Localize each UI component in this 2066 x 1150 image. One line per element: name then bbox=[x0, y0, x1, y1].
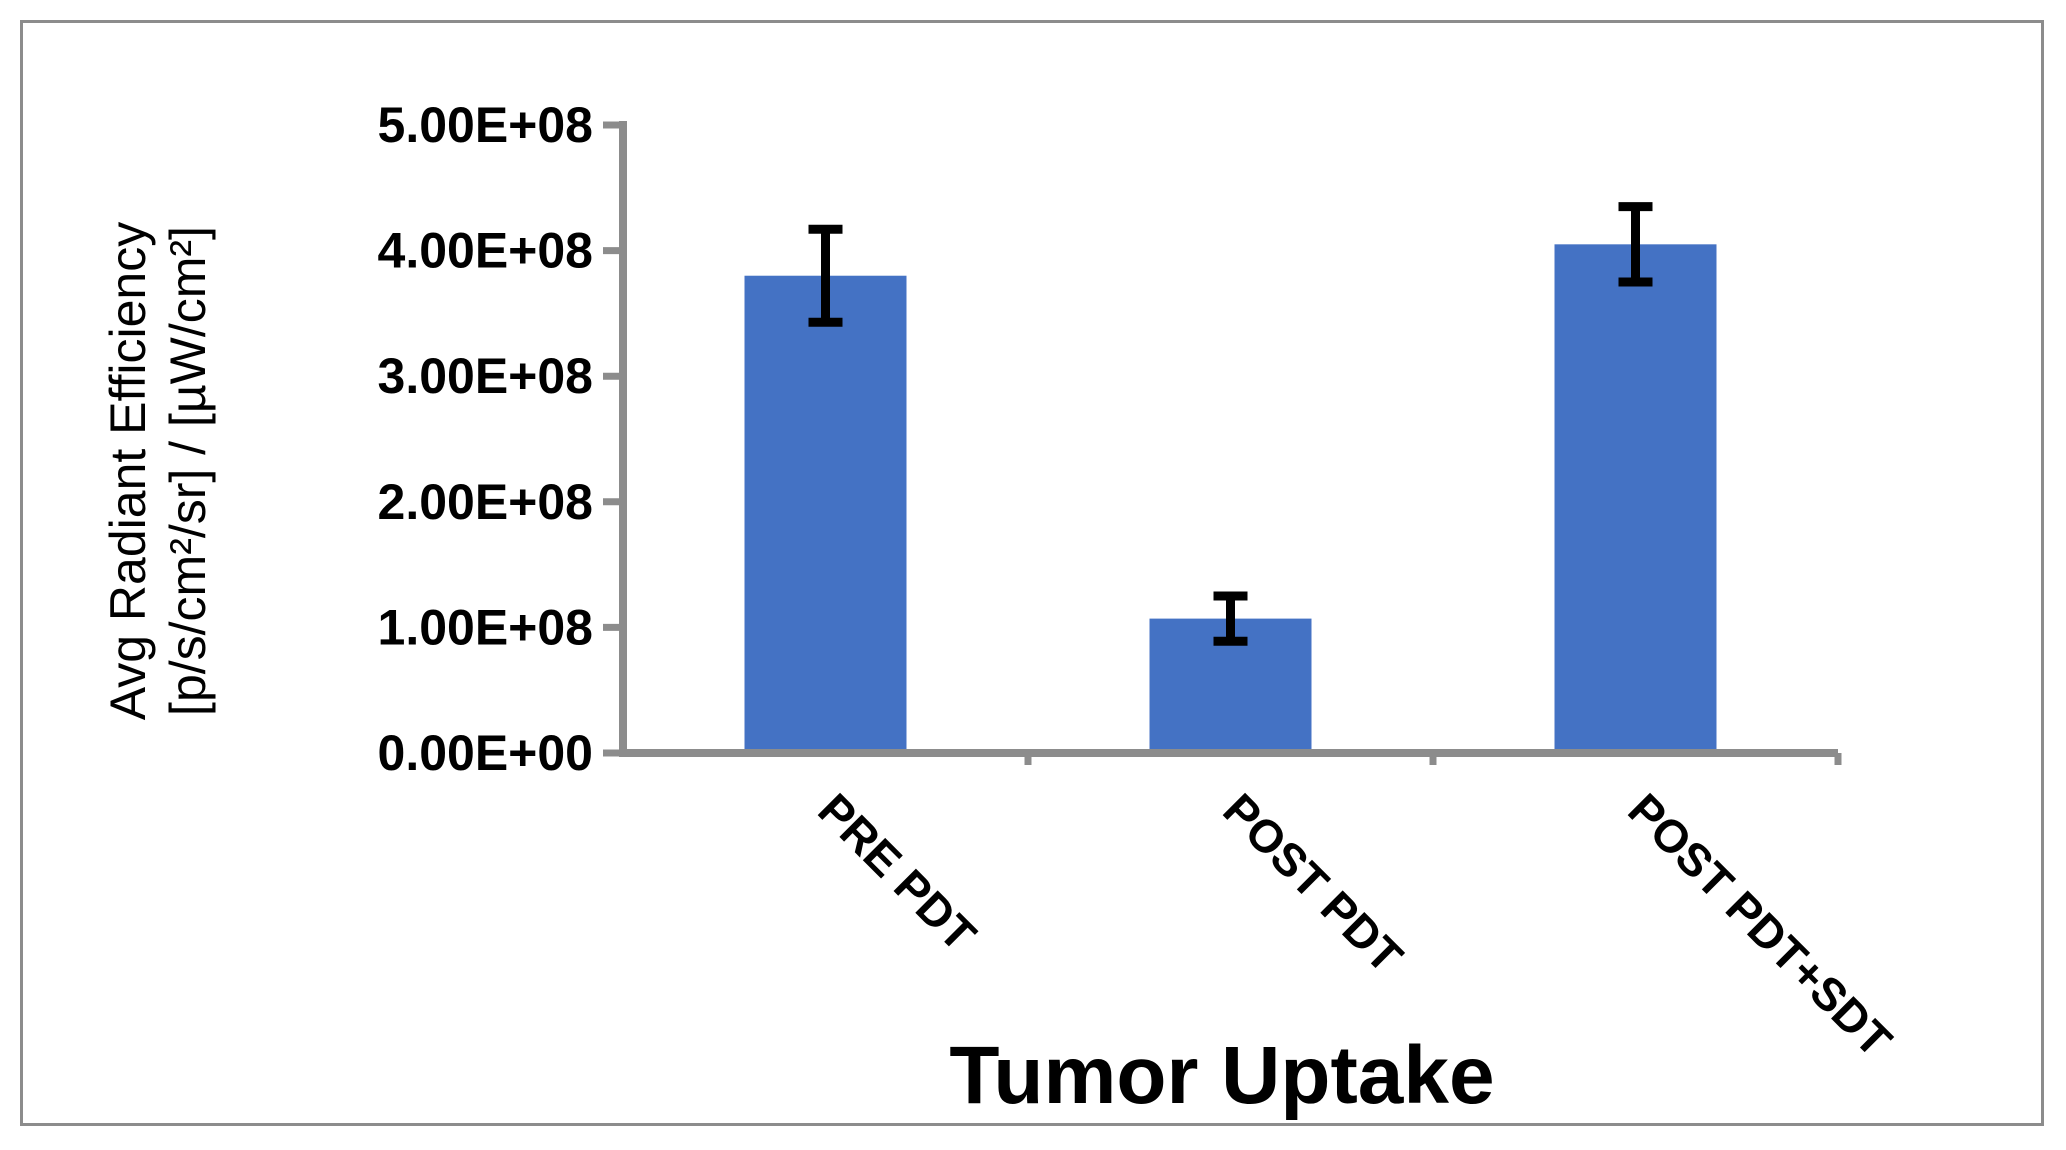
error-bars bbox=[808, 202, 1653, 646]
category-labels: PRE PDT POST PDT POST PDT+SDT bbox=[808, 783, 1901, 1066]
category-label: POST PDT bbox=[1213, 783, 1412, 982]
y-tick-label: 4.00E+08 bbox=[378, 223, 593, 279]
y-axis-ticks: 0.00E+00 1.00E+08 2.00E+08 3.00E+08 4.00E+08… bbox=[378, 97, 623, 781]
category-label: PRE PDT bbox=[808, 783, 986, 961]
bar bbox=[744, 275, 907, 753]
y-tick-label: 3.00E+08 bbox=[378, 348, 593, 404]
error-bar bbox=[1213, 591, 1248, 646]
bars bbox=[744, 244, 1717, 753]
y-tick-label: 1.00E+08 bbox=[378, 599, 593, 655]
x-axis-title: Tumor Uptake bbox=[949, 1030, 1494, 1121]
error-bar bbox=[1618, 202, 1653, 287]
y-tick-label: 2.00E+08 bbox=[378, 474, 593, 530]
category-label: POST PDT+SDT bbox=[1618, 783, 1901, 1066]
y-tick-label: 5.00E+08 bbox=[378, 97, 593, 153]
bar bbox=[1554, 244, 1717, 753]
error-bar bbox=[808, 224, 843, 327]
y-axis-title-line-1: Avg Radiant Efficiency bbox=[100, 222, 156, 720]
y-tick-label: 0.00E+00 bbox=[378, 725, 593, 781]
y-axis-title-line-2: [p/s/cm²/sr] / [µW/cm²] bbox=[160, 226, 216, 716]
x-axis-ticks bbox=[1024, 753, 1842, 765]
